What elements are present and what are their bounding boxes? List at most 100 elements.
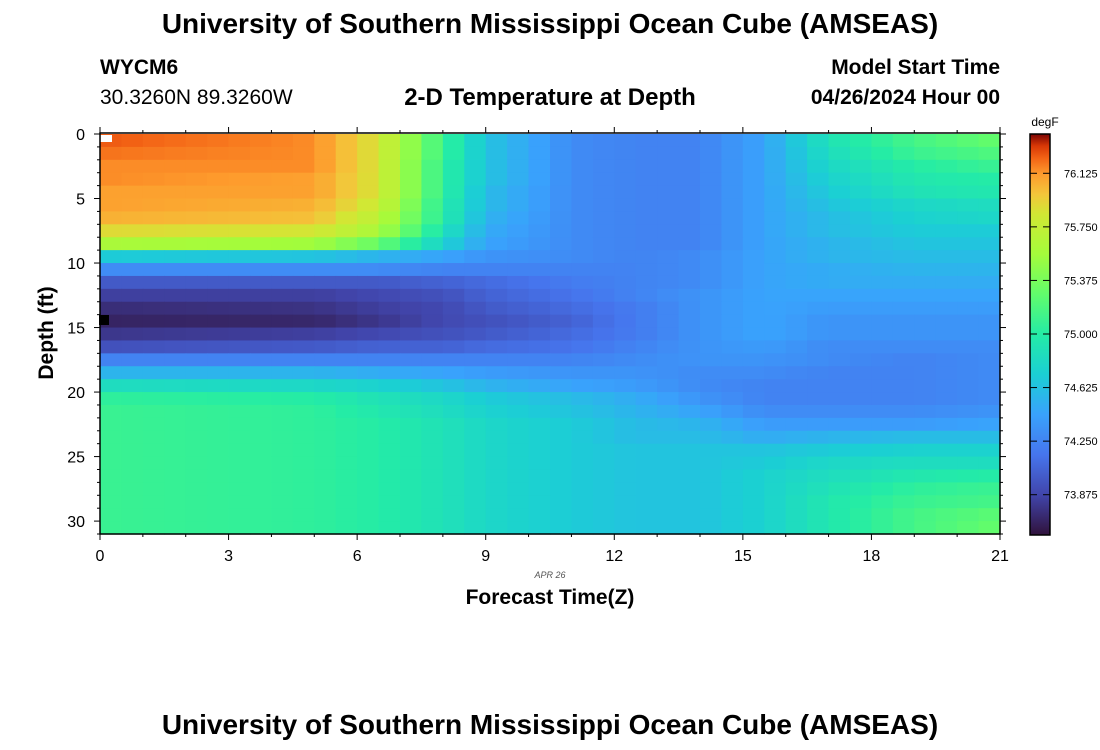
heatmap-cell: [185, 237, 208, 251]
heatmap-cell: [828, 379, 851, 393]
heatmap-cell: [250, 211, 273, 225]
heatmap-cell: [228, 263, 251, 277]
heatmap-cell: [764, 224, 787, 238]
heatmap-cell: [421, 275, 444, 290]
heatmap-cell: [571, 430, 594, 445]
heatmap-cell: [807, 198, 830, 213]
heatmap-cell: [485, 521, 508, 535]
heatmap-cell: [614, 340, 637, 354]
heatmap-cell: [442, 521, 465, 535]
heatmap-cell: [335, 456, 358, 471]
heatmap-cell: [400, 379, 423, 393]
heatmap-cell: [957, 443, 980, 458]
heatmap-cell: [507, 379, 530, 393]
heatmap-cell: [314, 379, 337, 393]
heatmap-cell: [871, 443, 894, 458]
x-tick-label: 18: [863, 548, 881, 565]
heatmap-cell: [528, 482, 551, 496]
heatmap-cell: [421, 469, 444, 483]
heatmap-cell: [507, 508, 530, 522]
heatmap-cell: [678, 430, 701, 445]
heatmap-cell: [357, 469, 380, 483]
heatmap-cell: [785, 211, 808, 225]
heatmap-cell: [271, 185, 294, 200]
heatmap-cell: [271, 327, 294, 342]
heatmap-cell: [614, 443, 637, 458]
heatmap-cell: [164, 443, 187, 458]
heatmap-cell: [335, 288, 358, 303]
heatmap-cell: [378, 301, 401, 316]
heatmap-cell: [464, 211, 487, 225]
heatmap-cell: [271, 275, 294, 290]
heatmap-cell: [957, 495, 980, 509]
heatmap-cell: [314, 159, 337, 174]
heatmap-cell: [550, 521, 573, 535]
heatmap-cell: [764, 482, 787, 496]
heatmap-cell: [164, 340, 187, 354]
heatmap-cell: [892, 456, 915, 471]
heatmap-cell: [292, 288, 315, 303]
heatmap-cell: [335, 211, 358, 225]
heatmap-cell: [678, 211, 701, 225]
heatmap-cell: [528, 159, 551, 174]
heatmap-cell: [700, 392, 723, 406]
heatmap-cell: [850, 417, 873, 432]
heatmap-cell: [442, 134, 465, 148]
heatmap-cell: [807, 379, 830, 393]
heatmap-cell: [785, 263, 808, 277]
heatmap-cell: [614, 275, 637, 290]
heatmap-cell: [892, 263, 915, 277]
heatmap-cell: [507, 353, 530, 367]
heatmap-cell: [228, 456, 251, 471]
heatmap-cell: [271, 443, 294, 458]
heatmap-cell: [228, 211, 251, 225]
heatmap-cell: [614, 353, 637, 367]
heatmap-cell: [421, 482, 444, 496]
heatmap-cell: [421, 353, 444, 367]
heatmap-cell: [871, 456, 894, 471]
heatmap-cell: [657, 379, 680, 393]
heatmap-cell: [571, 224, 594, 238]
heatmap-cell: [250, 521, 273, 535]
heatmap-cell: [121, 159, 144, 174]
heatmap-cell: [657, 508, 680, 522]
heatmap-cell: [914, 301, 937, 316]
heatmap-cell: [357, 379, 380, 393]
heatmap-cell: [421, 134, 444, 148]
heatmap-cell: [121, 172, 144, 187]
heatmap-cell: [828, 146, 851, 161]
heatmap-cell: [421, 211, 444, 225]
heatmap-cell: [357, 237, 380, 251]
heatmap-cell: [914, 327, 937, 342]
heatmap-cell: [164, 172, 187, 187]
heatmap-cell: [185, 327, 208, 342]
heatmap-cell: [528, 237, 551, 251]
heatmap-cell: [378, 146, 401, 161]
heatmap-cell: [742, 469, 765, 483]
heatmap-cell: [228, 417, 251, 432]
heatmap-cell: [421, 340, 444, 354]
heatmap-cell: [207, 508, 230, 522]
heatmap-cell: [871, 430, 894, 445]
heatmap-cell: [700, 430, 723, 445]
heatmap-cell: [614, 314, 637, 329]
x-tick-label: 21: [991, 548, 1009, 565]
heatmap-cell: [978, 417, 1001, 432]
colorbar-tick-label: 76.125: [1064, 168, 1098, 180]
heatmap-cell: [721, 443, 744, 458]
heatmap-cell: [314, 443, 337, 458]
heatmap-cell: [635, 263, 658, 277]
heatmap-cell: [228, 301, 251, 316]
heatmap-cell: [207, 250, 230, 264]
heatmap-cell: [142, 134, 165, 148]
heatmap-cell: [742, 288, 765, 303]
heatmap-cell: [400, 340, 423, 354]
heatmap-cell: [357, 301, 380, 316]
heatmap-cell: [571, 495, 594, 509]
heatmap-cell: [678, 288, 701, 303]
heatmap-cell: [292, 495, 315, 509]
heatmap-cell: [357, 275, 380, 290]
heatmap-cell: [871, 263, 894, 277]
heatmap-cell: [228, 443, 251, 458]
heatmap-cell: [764, 314, 787, 329]
